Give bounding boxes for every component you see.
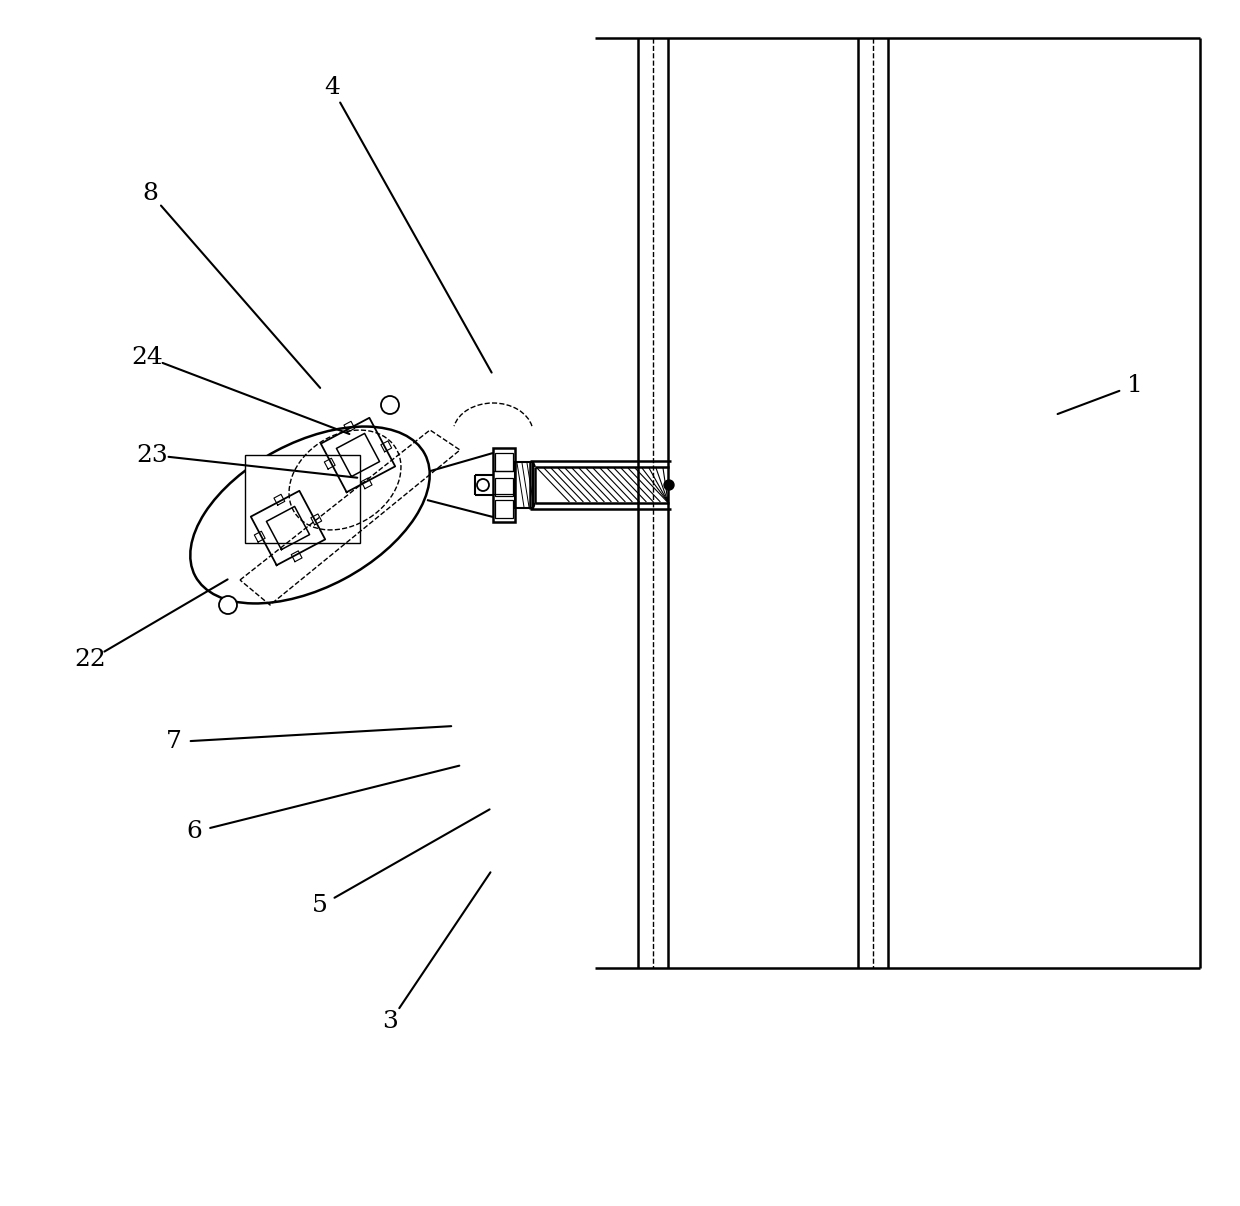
Text: 3: 3 — [382, 1011, 398, 1034]
Bar — [494, 447, 515, 522]
Circle shape — [477, 479, 489, 491]
Text: 4: 4 — [324, 76, 340, 100]
Bar — [495, 500, 513, 519]
Text: 24: 24 — [131, 345, 162, 369]
Bar — [246, 455, 360, 543]
Text: 6: 6 — [186, 820, 202, 843]
Circle shape — [663, 480, 675, 490]
Text: 22: 22 — [74, 649, 105, 672]
Text: 8: 8 — [143, 181, 157, 205]
Circle shape — [219, 596, 237, 614]
Text: 5: 5 — [312, 895, 327, 918]
Bar — [515, 462, 533, 508]
Bar — [495, 478, 513, 496]
Ellipse shape — [190, 427, 430, 603]
Text: 1: 1 — [1127, 374, 1143, 397]
Circle shape — [381, 396, 399, 414]
Text: 23: 23 — [136, 444, 167, 467]
Text: 7: 7 — [166, 731, 182, 754]
Bar — [495, 453, 513, 472]
